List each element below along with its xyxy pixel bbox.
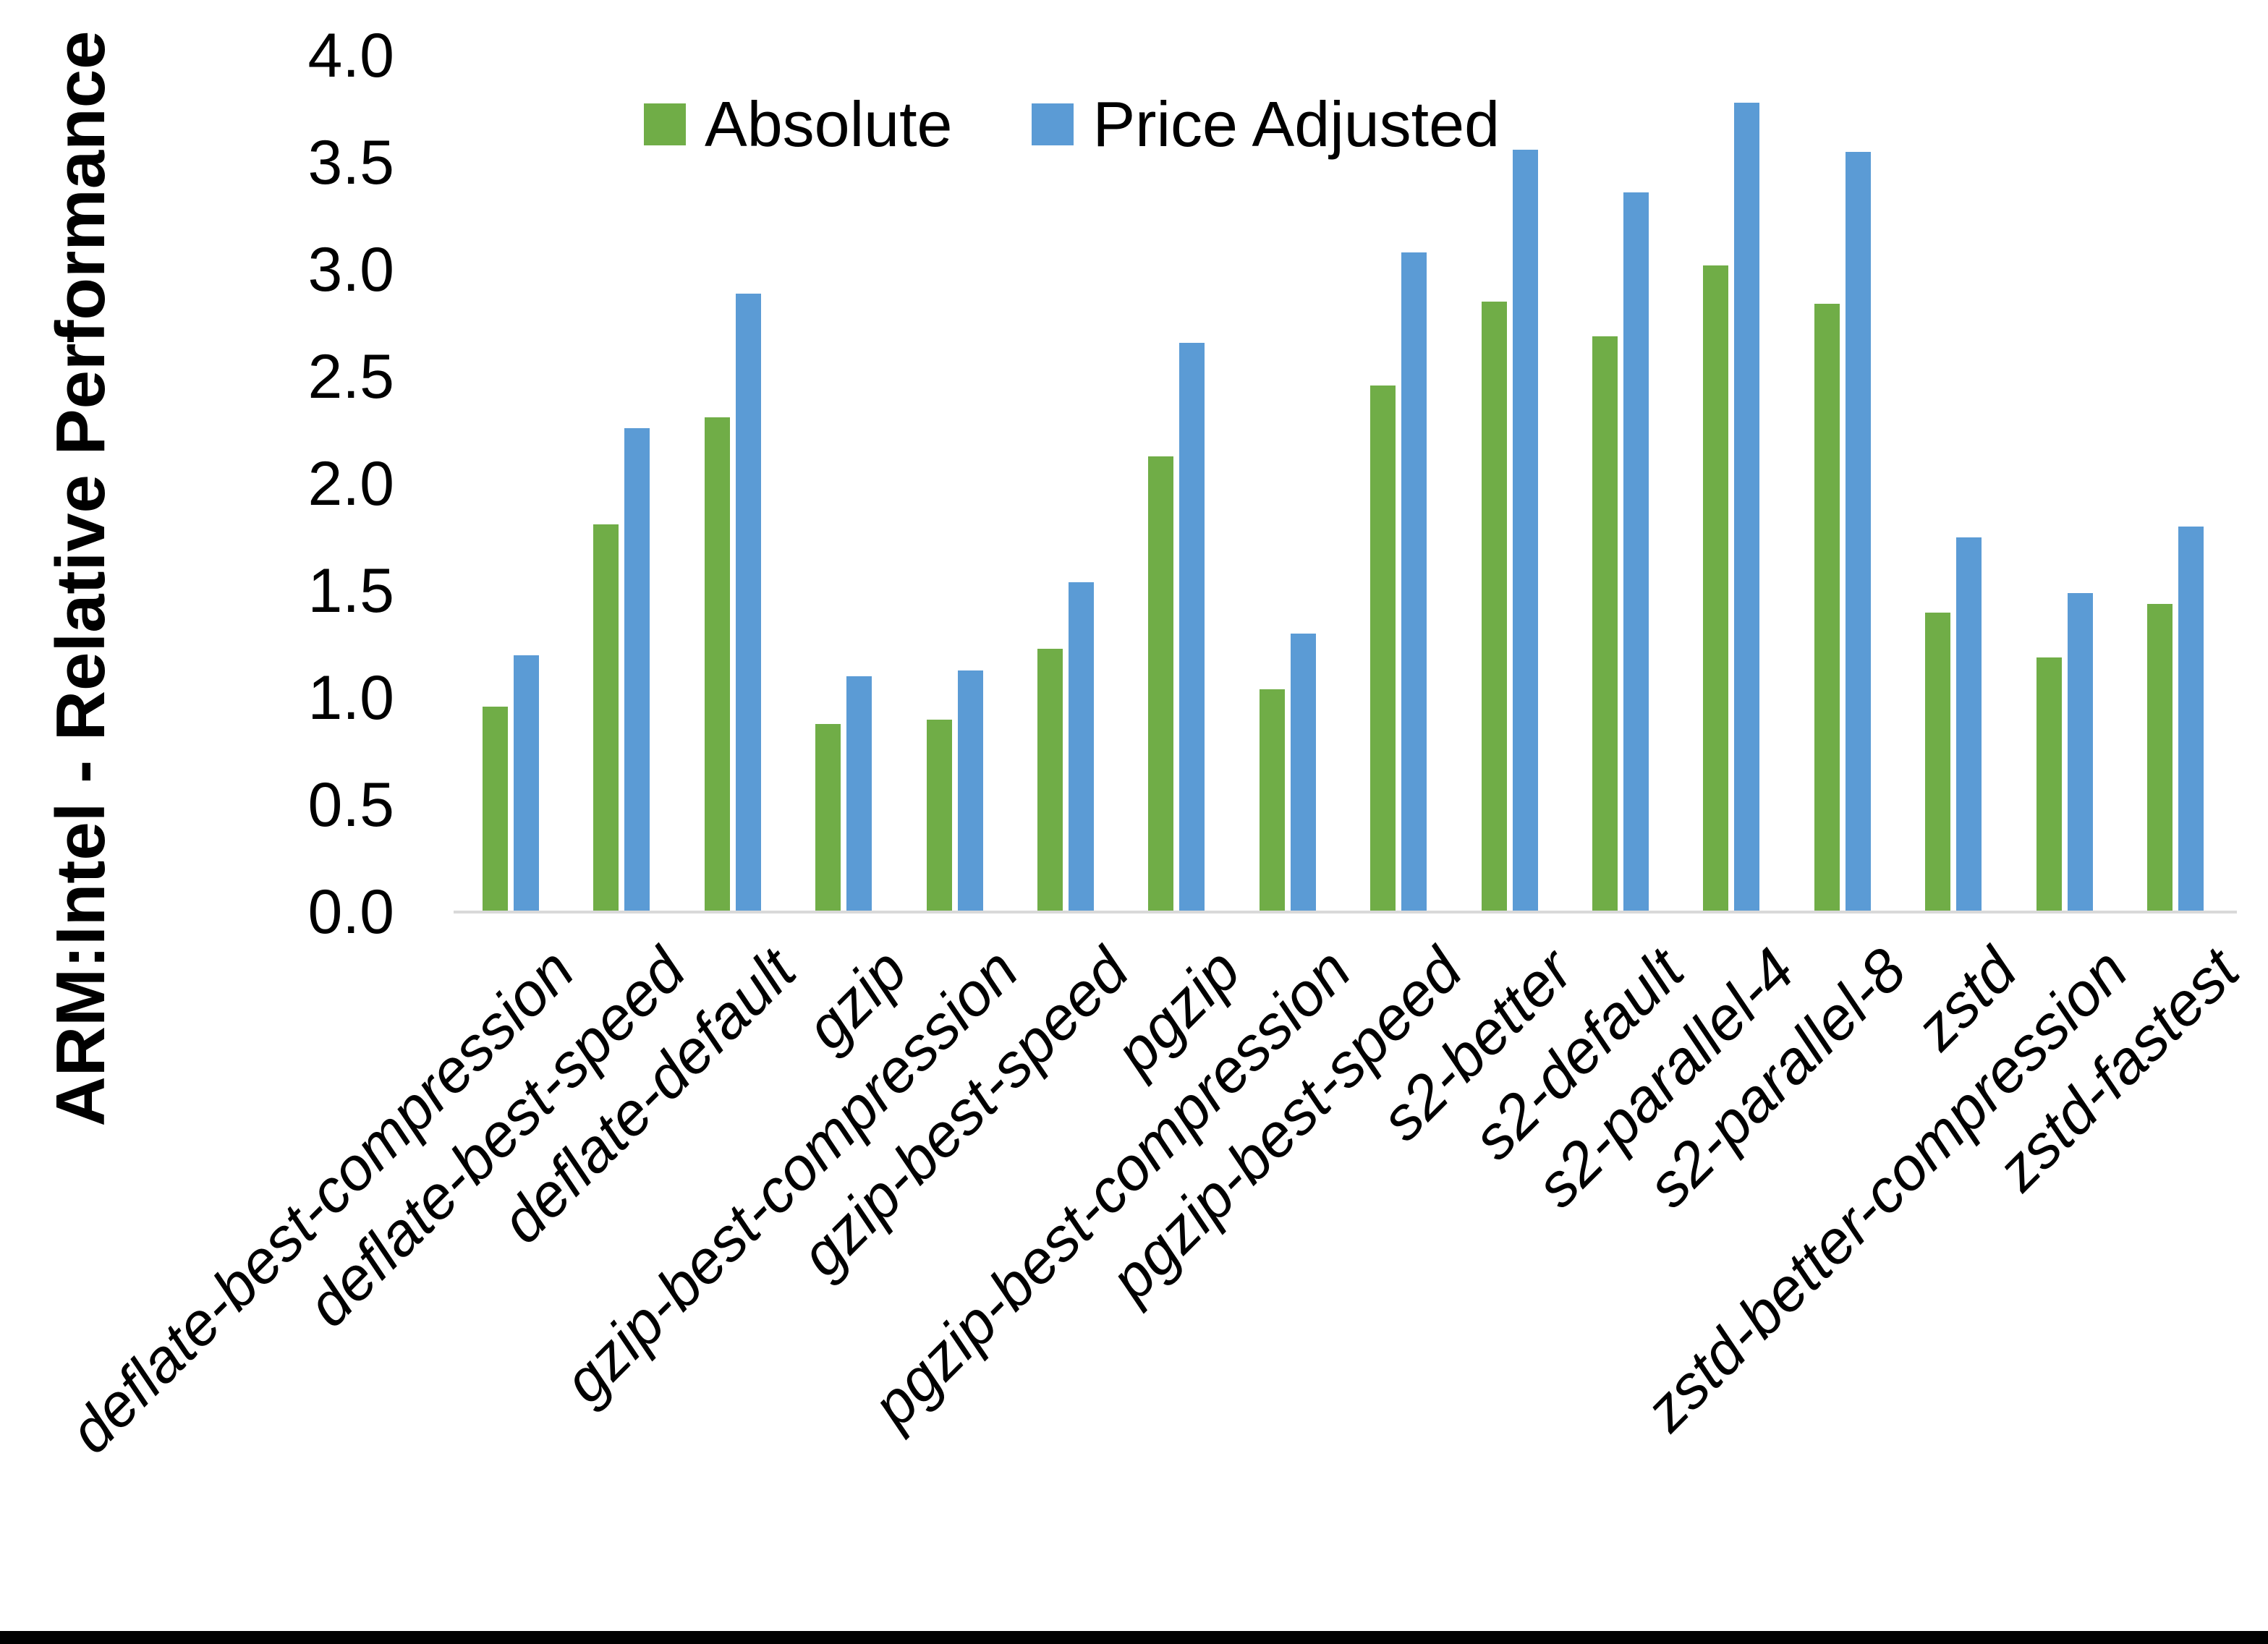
bar-price-adjusted [846, 676, 872, 912]
bar-price-adjusted [1846, 152, 1871, 912]
bar-absolute [593, 524, 619, 912]
bar-price-adjusted [736, 294, 761, 912]
legend-item-absolute: Absolute [644, 93, 952, 156]
legend-swatch-absolute-icon [644, 103, 686, 145]
bar-absolute [1592, 336, 1618, 912]
bar-absolute [1482, 302, 1507, 912]
bar-price-adjusted [1291, 634, 1316, 912]
legend-label-absolute: Absolute [705, 88, 953, 160]
bar-absolute [1703, 265, 1728, 912]
legend-label-price-adjusted: Price Adjusted [1092, 88, 1500, 160]
chart-legend: Absolute Price Adjusted [644, 93, 1500, 156]
bar-price-adjusted [2068, 593, 2093, 912]
y-axis-tick-label: 1.0 [307, 663, 394, 733]
y-axis-tick-label: 3.5 [307, 128, 394, 197]
bar-absolute [1260, 689, 1285, 912]
y-axis-tick-label: 3.0 [307, 235, 394, 304]
bar-price-adjusted [1401, 252, 1427, 912]
bar-price-adjusted [1734, 103, 1759, 912]
y-axis-tick-label: 4.0 [307, 21, 394, 90]
bar-absolute [483, 707, 508, 912]
bar-price-adjusted [624, 428, 650, 912]
bar-price-adjusted [1956, 537, 1982, 912]
y-axis-tick-label: 0.0 [307, 877, 394, 947]
bar-absolute [1037, 649, 1063, 912]
x-axis-line [454, 911, 2237, 913]
bar-price-adjusted [1179, 343, 1205, 912]
bar-price-adjusted [1513, 150, 1538, 912]
legend-swatch-price-adjusted-icon [1032, 103, 1074, 145]
y-axis-tick-label: 1.5 [307, 556, 394, 626]
bar-price-adjusted [958, 670, 983, 912]
bar-absolute [2036, 657, 2062, 912]
bar-absolute [1814, 304, 1840, 912]
bar-absolute [1148, 456, 1173, 912]
bar-absolute [927, 720, 952, 912]
bar-price-adjusted [514, 655, 539, 912]
bar-price-adjusted [1623, 192, 1649, 912]
bar-absolute [2147, 604, 2173, 912]
bar-absolute [705, 417, 730, 912]
y-axis-tick-label: 2.0 [307, 449, 394, 519]
bar-price-adjusted [1069, 582, 1094, 912]
bar-price-adjusted [2178, 527, 2204, 912]
bottom-border-bar [0, 1631, 2268, 1644]
y-axis-tick-label: 2.5 [307, 342, 394, 412]
legend-item-price-adjusted: Price Adjusted [1032, 93, 1500, 156]
bar-absolute [1370, 386, 1396, 912]
bar-absolute [815, 724, 841, 912]
bar-absolute [1925, 613, 1950, 912]
y-axis-tick-label: 0.5 [307, 770, 394, 840]
